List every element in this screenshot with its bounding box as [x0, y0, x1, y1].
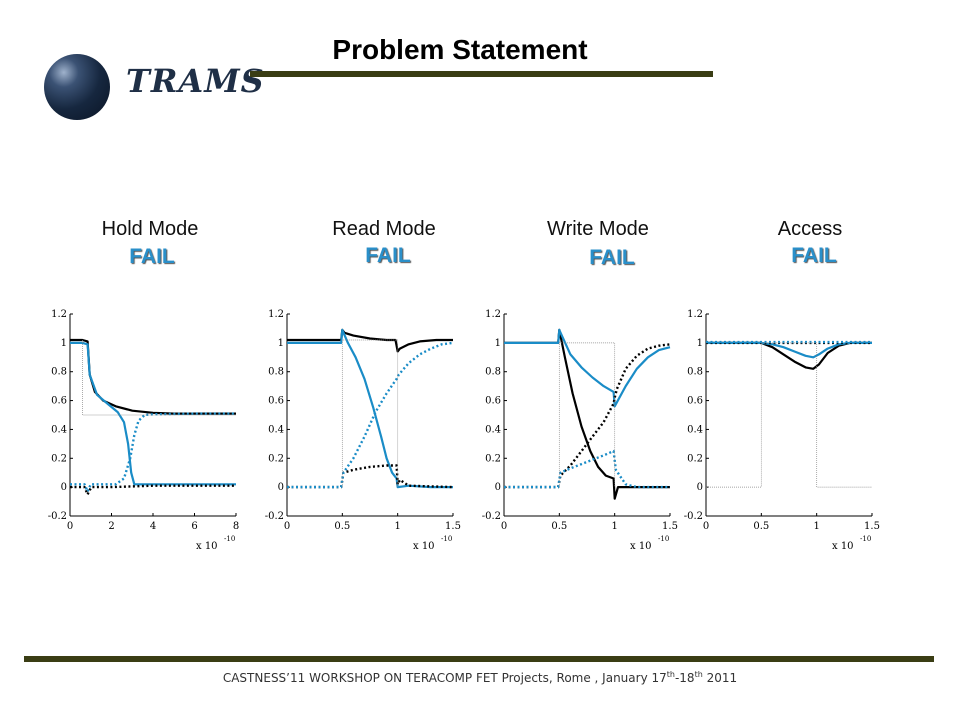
x-tick-label: 0 — [284, 521, 290, 532]
footer-sup-1: th — [666, 670, 675, 679]
y-tick-label: 1 — [61, 338, 67, 349]
x-tick-label: 1 — [611, 521, 617, 532]
logo-text: TRAMS — [126, 62, 265, 100]
y-tick-label: 0.4 — [485, 424, 501, 435]
x-multiplier: x 10 — [196, 541, 218, 552]
x-multiplier: x 10 — [832, 541, 854, 552]
y-tick-label: -0.2 — [265, 511, 284, 522]
y-tick-label: 0.8 — [51, 367, 67, 378]
blue-solid-series — [287, 328, 453, 489]
black-solid-series — [706, 341, 872, 370]
y-tick-label: 0.8 — [485, 367, 501, 378]
mode-label-write: Write Mode — [547, 218, 649, 240]
y-tick-label: 0.2 — [268, 453, 284, 464]
blue-dotted-series — [287, 341, 454, 489]
y-tick-label: 0 — [697, 482, 703, 493]
x-tick-label: 4 — [150, 521, 156, 532]
x-tick-label: 0 — [67, 521, 73, 532]
black-dotted-series — [287, 464, 454, 489]
reference-line — [706, 342, 872, 488]
y-tick-label: -0.2 — [684, 511, 703, 522]
status-fail-hold: FAIL — [129, 245, 175, 268]
y-tick-label: 0.4 — [687, 424, 703, 435]
y-tick-label: 1.2 — [485, 309, 501, 320]
y-tick-label: 0.2 — [485, 453, 501, 464]
chart-hold-mode: -0.200.20.40.60.811.20 2 4 6 8x 10-10 — [48, 309, 239, 552]
black-dotted-series — [504, 343, 671, 489]
black-solid-series — [70, 338, 236, 415]
mode-label-read: Read Mode — [332, 218, 436, 240]
status-fail-access: FAIL — [791, 244, 837, 267]
y-tick-label: 0.2 — [51, 453, 67, 464]
y-tick-label: -0.2 — [482, 511, 501, 522]
reference-line — [558, 342, 616, 488]
page-title: Problem Statement — [332, 34, 588, 65]
y-tick-label: 1 — [495, 338, 501, 349]
blue-solid-series — [706, 341, 872, 359]
footer-end: 2011 — [702, 671, 738, 685]
black-dotted-series — [70, 484, 236, 496]
x-multiplier-exponent: -10 — [658, 535, 669, 543]
x-tick-label: 1.5 — [864, 521, 880, 532]
x-tick-label: 6 — [191, 521, 197, 532]
title-underline — [250, 71, 713, 77]
y-tick-label: 0.4 — [51, 424, 67, 435]
footer-text: CASTNESS’11 WORKSHOP ON TERACOMP FET Pro… — [0, 670, 960, 685]
y-tick-label: 1.2 — [51, 309, 67, 320]
y-tick-label: 0.6 — [268, 396, 284, 407]
y-tick-label: 1 — [278, 338, 284, 349]
x-tick-label: 1 — [813, 521, 819, 532]
blue-dotted-series — [70, 412, 236, 493]
footer-sup-2: th — [694, 670, 703, 679]
y-tick-label: 0.6 — [485, 396, 501, 407]
x-tick-label: 0.5 — [334, 521, 350, 532]
x-tick-label: 1.5 — [662, 521, 678, 532]
black-solid-series — [504, 328, 670, 500]
chart-read-mode: -0.200.20.40.60.811.20 0.5 1 1.5x 10-10 — [265, 309, 461, 552]
x-tick-label: 2 — [108, 521, 114, 532]
blue-solid-series — [70, 341, 236, 486]
x-tick-label: 0 — [703, 521, 709, 532]
status-fail-read: FAIL — [365, 244, 411, 267]
reference-line — [82, 340, 236, 416]
trams-logo: TRAMS — [40, 40, 264, 130]
y-tick-label: 0.8 — [687, 367, 703, 378]
x-tick-label: 0.5 — [753, 521, 769, 532]
blue-solid-series — [504, 328, 671, 408]
reference-line — [341, 339, 399, 488]
y-tick-label: 0.6 — [687, 396, 703, 407]
x-tick-label: 1.5 — [445, 521, 461, 532]
x-tick-label: 1 — [394, 521, 400, 532]
x-tick-label: 0.5 — [551, 521, 567, 532]
blue-dotted-series — [504, 449, 670, 489]
mode-label-access: Access — [777, 218, 843, 240]
footer-divider — [24, 656, 934, 662]
black-solid-series — [287, 328, 453, 353]
x-tick-label: 8 — [233, 521, 239, 532]
y-tick-label: 0 — [61, 482, 67, 493]
y-tick-label: 0 — [278, 482, 284, 493]
mode-label-hold: Hold Mode — [101, 218, 199, 240]
chart-access: -0.200.20.40.60.811.20 0.5 1 1.5x 10-10 — [684, 309, 880, 552]
y-tick-label: 0.4 — [268, 424, 284, 435]
x-multiplier-exponent: -10 — [441, 535, 452, 543]
chart-write-mode: -0.200.20.40.60.811.20 0.5 1 1.5x 10-10 — [482, 309, 678, 552]
y-tick-label: 1.2 — [268, 309, 284, 320]
footer-mid: -18 — [674, 671, 695, 685]
y-tick-label: -0.2 — [48, 511, 67, 522]
x-multiplier: x 10 — [413, 541, 435, 552]
x-multiplier-exponent: -10 — [224, 535, 235, 543]
y-tick-label: 0.2 — [687, 453, 703, 464]
status-fail-write: FAIL — [589, 246, 635, 269]
x-tick-label: 0 — [501, 521, 507, 532]
y-tick-label: 1.2 — [687, 309, 703, 320]
footer-main: CASTNESS’11 WORKSHOP ON TERACOMP FET Pro… — [222, 671, 667, 685]
y-tick-label: 0 — [495, 482, 501, 493]
logo-sphere — [44, 54, 110, 120]
y-tick-label: 0.6 — [51, 396, 67, 407]
x-multiplier-exponent: -10 — [860, 535, 871, 543]
y-tick-label: 1 — [697, 338, 703, 349]
x-multiplier: x 10 — [630, 541, 652, 552]
y-tick-label: 0.8 — [268, 367, 284, 378]
